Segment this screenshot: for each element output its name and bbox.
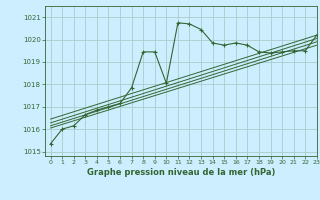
X-axis label: Graphe pression niveau de la mer (hPa): Graphe pression niveau de la mer (hPa): [87, 168, 275, 177]
